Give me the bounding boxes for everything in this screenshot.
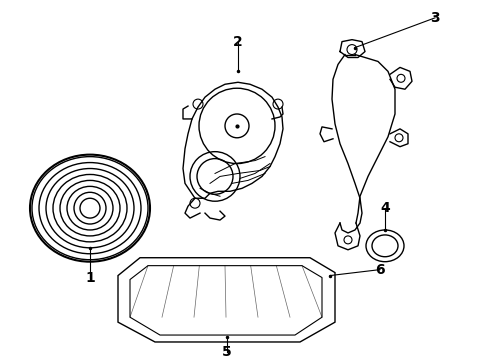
Text: 5: 5 xyxy=(222,345,232,359)
Text: 4: 4 xyxy=(380,201,390,215)
Text: 3: 3 xyxy=(430,11,440,25)
Text: 2: 2 xyxy=(233,35,243,49)
Text: 1: 1 xyxy=(85,271,95,284)
Text: 6: 6 xyxy=(375,263,385,276)
